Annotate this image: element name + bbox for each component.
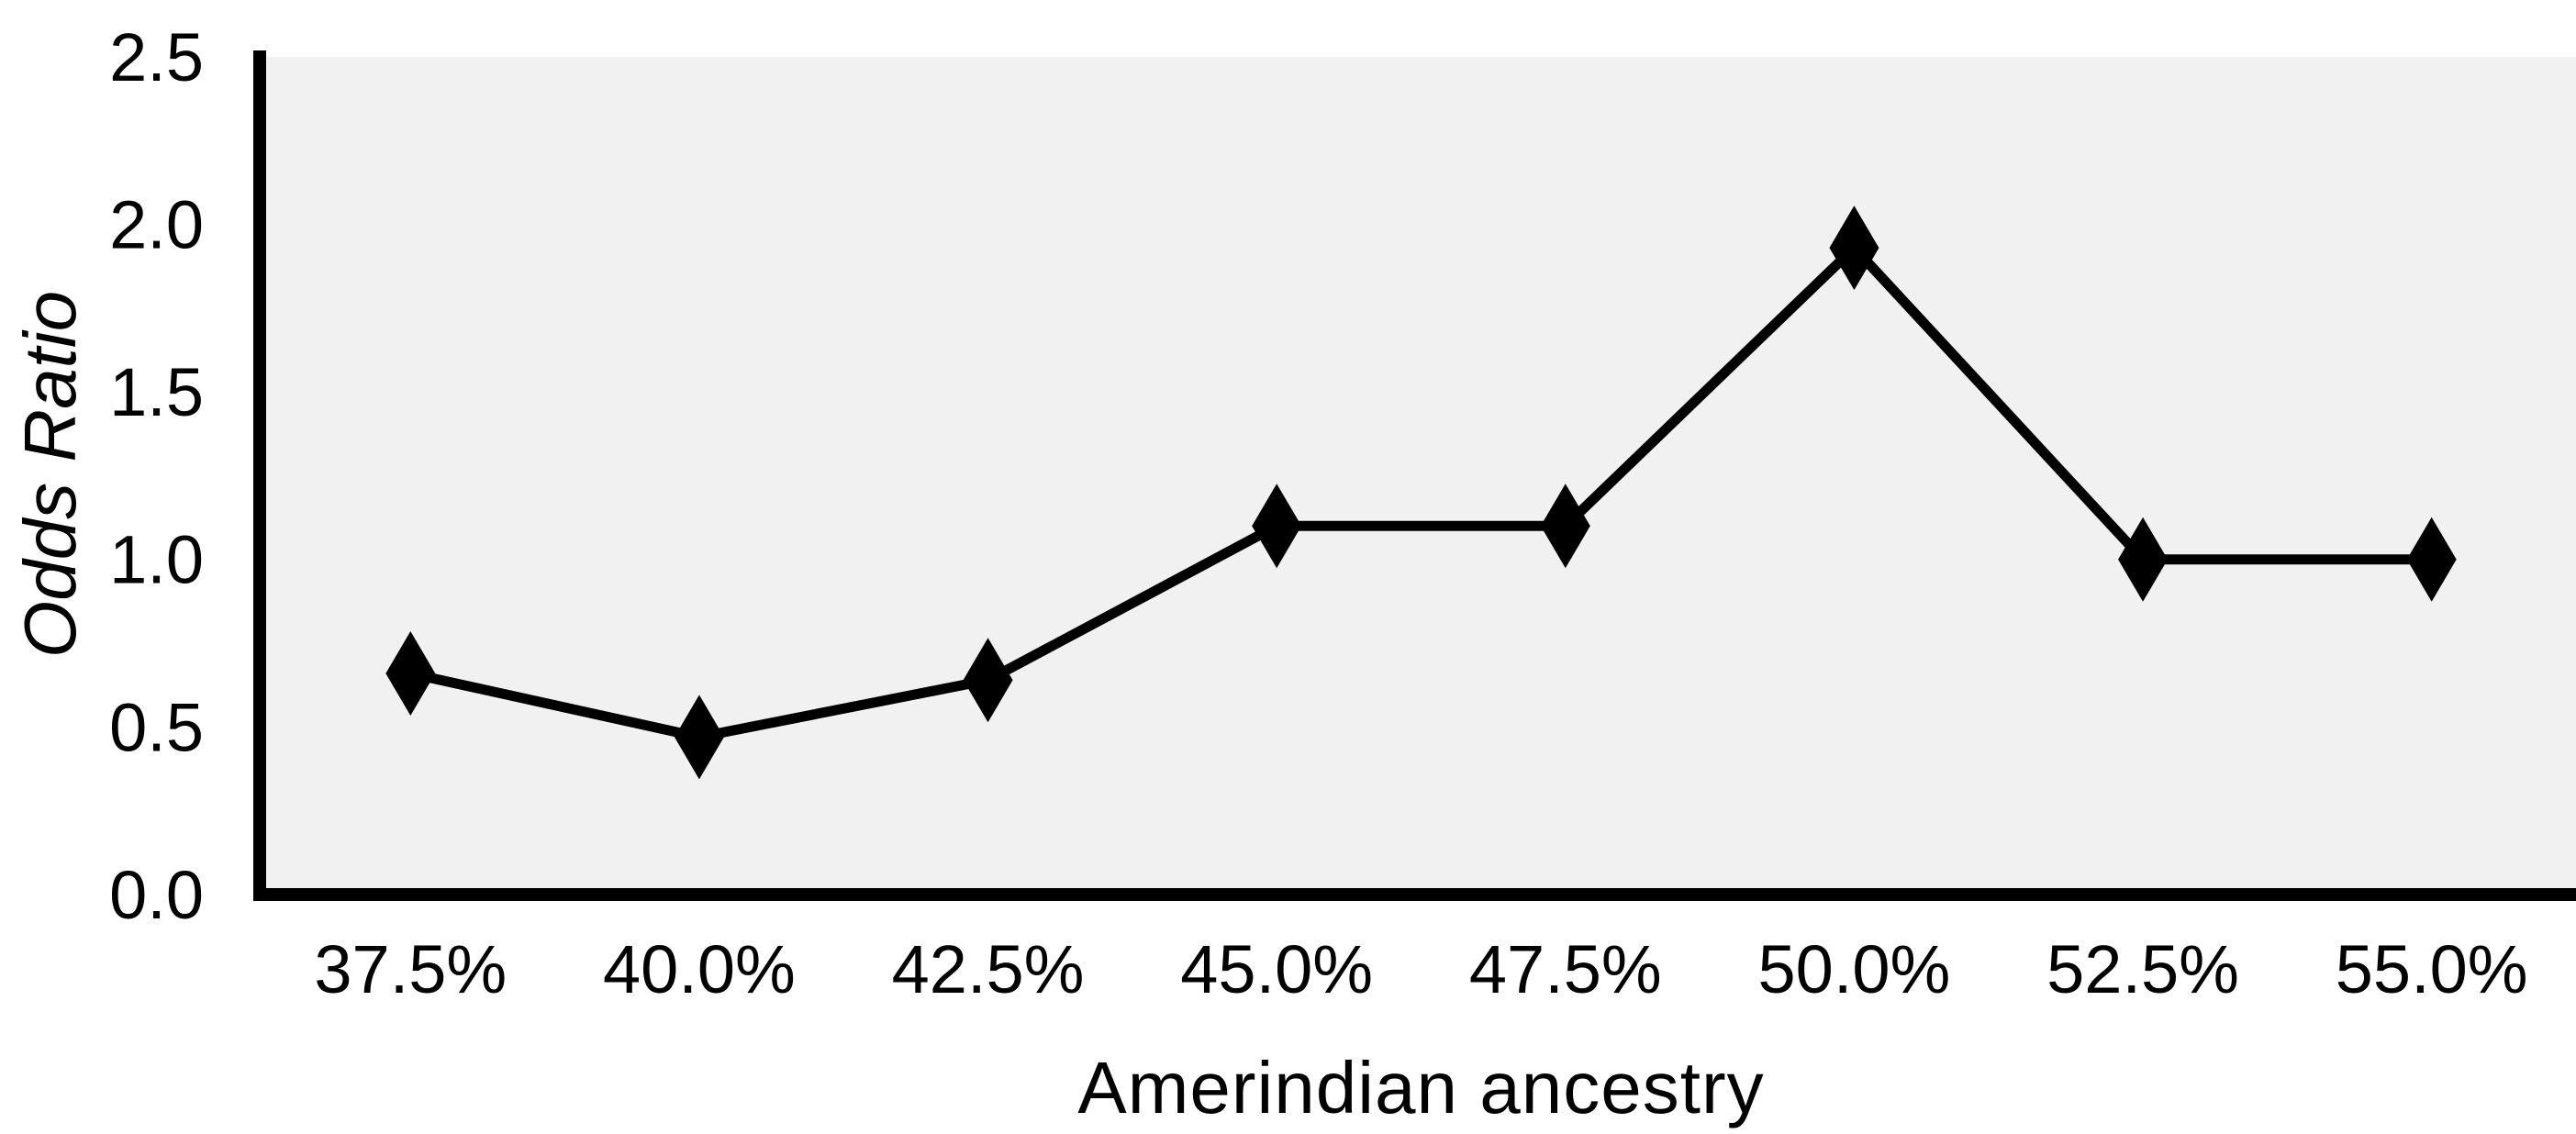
- data-point-marker: [1540, 484, 1590, 569]
- y-tick-label: 1.5: [109, 354, 204, 430]
- x-tick-label: 55.0%: [2336, 931, 2528, 1007]
- y-axis-title: Odds Ratio: [9, 290, 91, 659]
- y-tick-label: 2.5: [109, 19, 204, 95]
- x-tick-label: 50.0%: [1758, 931, 1951, 1007]
- x-tick-label: 37.5%: [314, 931, 507, 1007]
- x-tick-label: 42.5%: [892, 931, 1085, 1007]
- data-point-marker: [2406, 517, 2457, 602]
- x-tick-label: 47.5%: [1469, 931, 1662, 1007]
- data-line: [405, 242, 2437, 742]
- y-tick-label: 1.0: [109, 522, 204, 598]
- x-tick-label: 45.0%: [1180, 931, 1373, 1007]
- data-point-marker: [963, 638, 1013, 723]
- y-tick-label: 2.0: [109, 187, 204, 263]
- data-point-marker: [2118, 517, 2169, 602]
- data-point-marker: [1252, 484, 1302, 569]
- x-tick-label: 40.0%: [603, 931, 796, 1007]
- data-point-marker: [385, 630, 436, 716]
- y-tick-label: 0.5: [109, 689, 204, 765]
- y-tick-label: 0.0: [109, 857, 204, 933]
- plot-area: [266, 57, 2576, 895]
- x-axis-title: Amerindian ancestry: [1077, 1047, 1765, 1128]
- data-point-marker: [674, 695, 724, 780]
- x-tick-label: 52.5%: [2046, 931, 2239, 1007]
- data-point-marker: [1829, 206, 1879, 291]
